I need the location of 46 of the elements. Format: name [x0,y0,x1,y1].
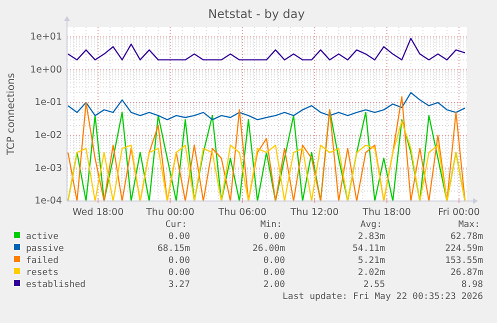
legend-label: failed [26,256,59,266]
legend-label: resets [26,268,59,278]
y-tick-label: 1e-03 [34,162,62,174]
text: 2.55 [363,280,385,290]
y-tick-label: 1e-02 [34,130,62,141]
text: 0.00 [263,256,285,266]
y-tick-label: 1e-04 [34,196,62,207]
line-series [67,38,466,60]
text: 224.59m [445,244,483,254]
text: 0.00 [168,232,190,242]
y-tick-label: 1e-01 [34,97,62,108]
legend-label: passive [26,244,64,254]
text: 0.00 [168,256,190,266]
x-tick-label: Thu 06:00 [217,207,267,218]
text: 62.78m [450,232,483,242]
text: Max: [458,220,480,230]
x-tick-label: Wed 18:00 [72,207,124,218]
text: 5.21m [358,256,385,266]
text: 3.27 [168,280,190,290]
text: 54.11m [352,244,385,254]
text: 8.98 [461,280,483,290]
text: Min: [260,220,282,230]
text: 26.87m [450,268,483,278]
text: 153.55m [445,256,483,266]
x-tick-label: Thu 12:00 [289,207,339,218]
x-tick-label: Fri 00:00 [438,207,480,218]
line-series [67,92,466,120]
x-tick-label: Thu 18:00 [362,207,411,218]
text: 0.00 [263,232,285,242]
legend-label: active [26,232,59,242]
text: Cur: [165,220,187,230]
y-tick-label: 1e+01 [30,31,62,42]
text: Avg: [360,220,382,230]
x-tick-label: Thu 00:00 [145,207,194,218]
text: 0.00 [263,268,285,278]
text: Last update: Fri May 22 00:35:23 2026 [282,292,483,302]
text: 2.02m [358,268,385,278]
text: 0.00 [168,268,190,278]
legend-label: established [26,280,86,290]
text: 2.00 [263,280,285,290]
text: 26.00m [252,244,285,254]
y-tick-label: 1e+00 [30,64,62,76]
y-axis-title: TCP connections [6,72,17,156]
text: 2.83m [358,232,385,242]
chart-title: Netstat - by day [208,7,305,21]
text: 68.15m [157,244,190,254]
